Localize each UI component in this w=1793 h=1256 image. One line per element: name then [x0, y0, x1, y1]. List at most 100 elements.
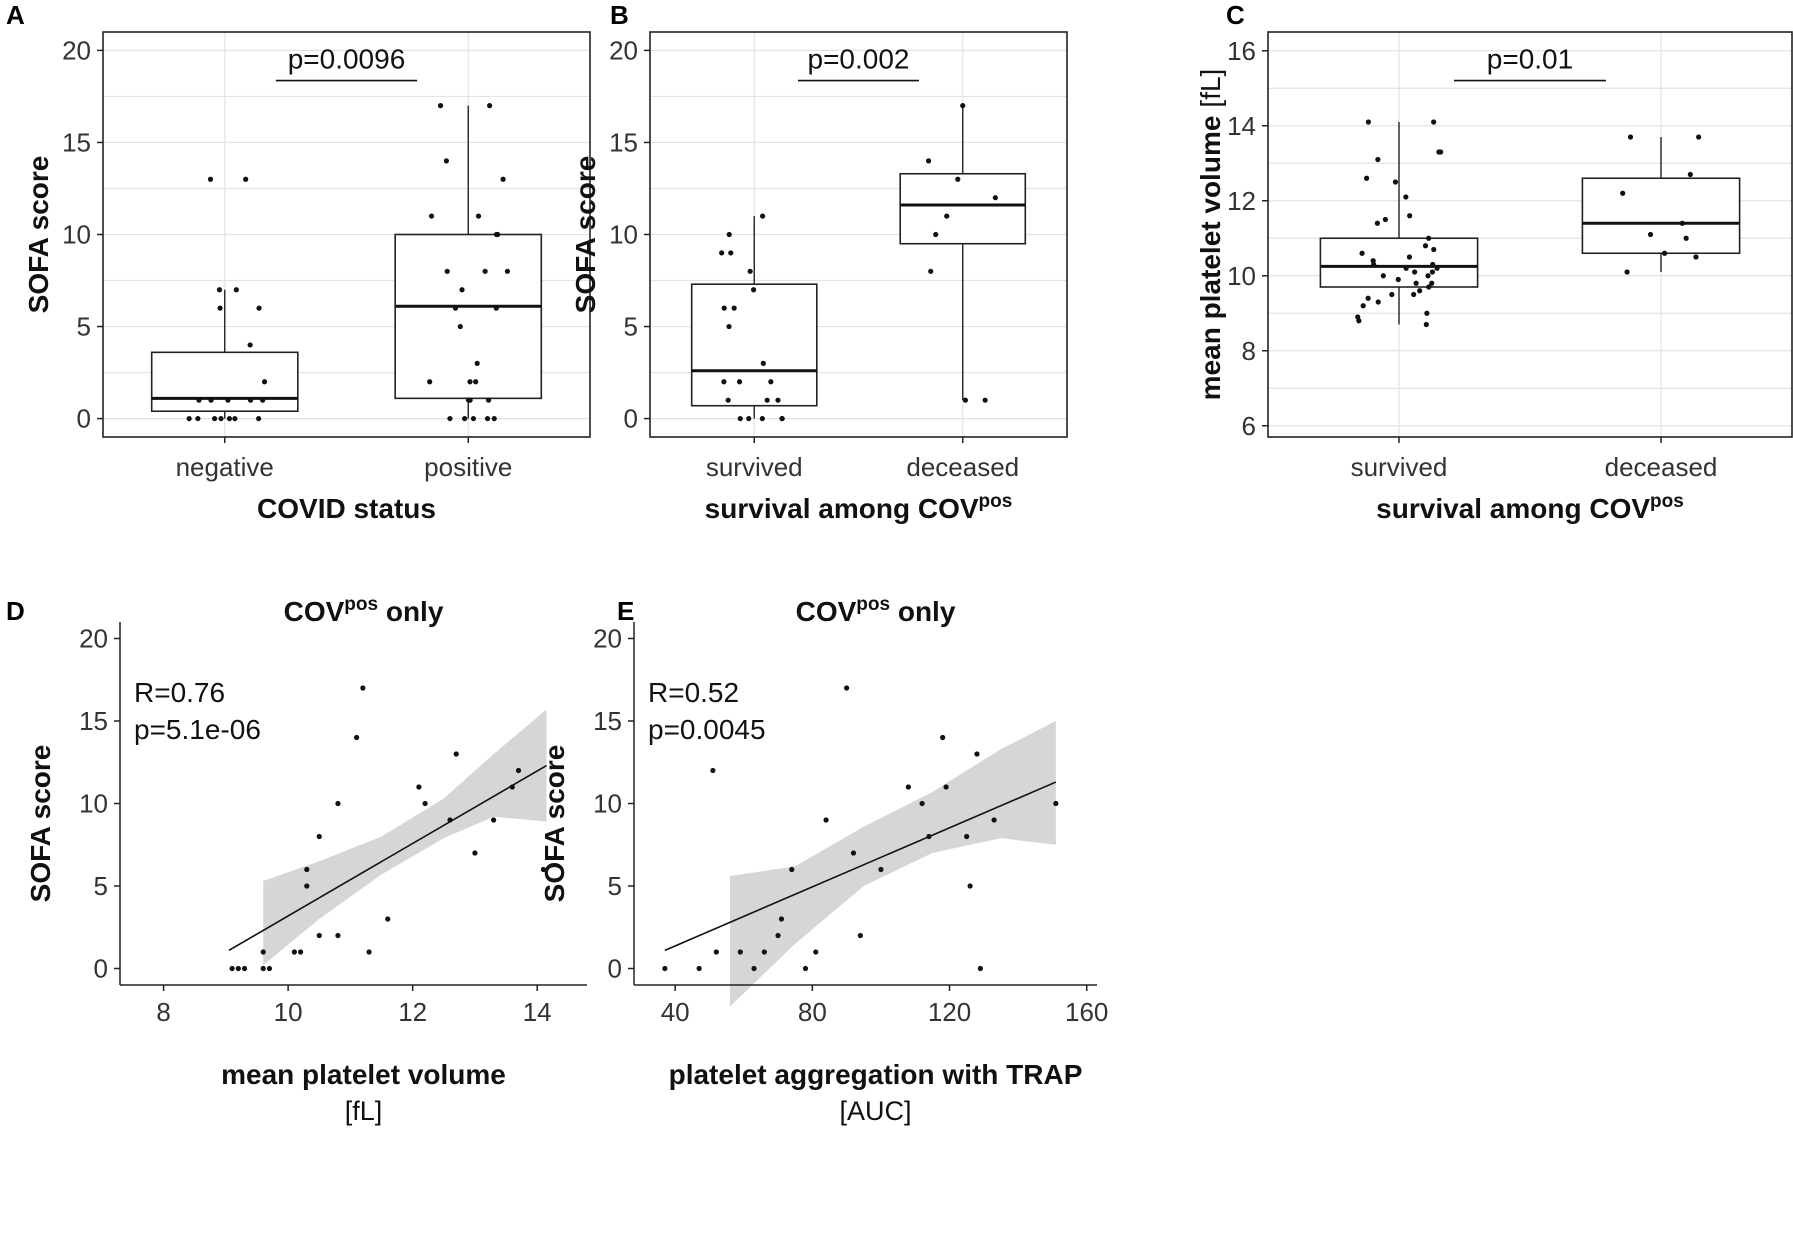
- data-point: [427, 379, 433, 385]
- y-tick-label: 10: [79, 789, 108, 819]
- data-point: [850, 850, 857, 856]
- data-point: [515, 767, 522, 774]
- confidence-band: [263, 709, 547, 966]
- y-axis-title: SOFA score: [23, 156, 54, 314]
- data-point: [207, 176, 214, 182]
- y-axis-title-unit: [fL]: [1195, 69, 1226, 108]
- data-point: [982, 397, 988, 403]
- data-point: [473, 379, 479, 385]
- plot-title-main: COV: [796, 596, 857, 627]
- data-point: [1425, 273, 1431, 279]
- data-point: [186, 415, 192, 422]
- data-point: [225, 397, 231, 403]
- x-axis-title: platelet aggregation with TRAP: [669, 1059, 1083, 1090]
- y-tick-label: 5: [624, 312, 638, 342]
- data-point: [297, 949, 304, 955]
- data-point: [710, 767, 716, 774]
- plot-title-sup: pos: [856, 594, 890, 615]
- data-point: [1647, 231, 1654, 238]
- plot-title: COVpos only: [796, 594, 956, 627]
- data-point: [778, 916, 785, 922]
- data-point: [940, 734, 946, 741]
- data-point: [260, 965, 266, 972]
- panel-letter-c: C: [1226, 0, 1245, 30]
- data-point: [737, 949, 743, 955]
- data-point: [1687, 171, 1693, 178]
- data-point: [1434, 265, 1440, 271]
- y-tick-label: 6: [1242, 411, 1256, 441]
- data-point: [453, 751, 459, 757]
- data-point: [1403, 265, 1409, 271]
- x-axis-title: survival among COVpos: [1376, 491, 1684, 524]
- data-point: [444, 268, 450, 274]
- data-point: [878, 866, 884, 873]
- data-point: [964, 833, 970, 840]
- data-point: [226, 415, 233, 422]
- regression-line: [228, 764, 547, 952]
- data-point: [462, 415, 468, 422]
- data-point: [316, 932, 322, 939]
- y-axis-title: mean platelet volume [fL]: [1195, 69, 1226, 401]
- p-value-label: p=0.01: [1487, 44, 1573, 75]
- data-point: [470, 415, 477, 422]
- plot-title-suffix: only: [890, 596, 956, 627]
- plot-title-sup: pos: [344, 594, 378, 615]
- data-point: [802, 965, 809, 972]
- data-point: [485, 397, 492, 403]
- data-point: [960, 103, 966, 109]
- x-tick-label: negative: [176, 452, 274, 482]
- data-point: [316, 833, 322, 840]
- data-point: [1355, 314, 1361, 320]
- data-point: [1411, 291, 1417, 298]
- data-point: [491, 415, 497, 422]
- p-value-label: p=0.0096: [288, 44, 406, 75]
- box-negative: [150, 351, 299, 413]
- data-point: [919, 800, 925, 807]
- data-point: [696, 965, 702, 972]
- data-point: [261, 379, 268, 385]
- y-tick-label: 0: [624, 404, 638, 434]
- data-point: [256, 415, 262, 422]
- data-point: [728, 250, 734, 256]
- data-point: [944, 213, 950, 219]
- x-tick-label: positive: [424, 452, 512, 482]
- y-tick-label: 20: [62, 35, 91, 65]
- data-point: [504, 268, 511, 274]
- data-point: [747, 268, 753, 274]
- data-point: [1389, 291, 1395, 298]
- data-point: [751, 965, 757, 972]
- y-axis-title-main: SOFA score: [23, 156, 54, 314]
- data-point: [256, 305, 262, 311]
- data-point: [943, 784, 949, 790]
- data-point: [335, 800, 341, 807]
- data-point: [457, 323, 463, 330]
- x-tick-label: 120: [928, 997, 971, 1027]
- y-tick-label: 15: [593, 706, 622, 736]
- x-axis-unit: [AUC]: [839, 1096, 911, 1126]
- data-point: [500, 176, 506, 182]
- data-point: [1392, 179, 1399, 185]
- data-point: [354, 734, 360, 741]
- x-tick-label: survived: [1351, 452, 1448, 482]
- data-point: [1423, 321, 1429, 328]
- y-axis-title-main: SOFA score: [570, 156, 601, 314]
- data-point: [750, 287, 757, 293]
- data-point: [1683, 235, 1689, 241]
- data-point: [721, 379, 727, 385]
- panel-d: D 0 5 10 15 20 8 10 12 14 R=0.76 p=5.1e-06 COVpos on…: [6, 594, 587, 1126]
- data-point: [925, 158, 932, 164]
- data-point: [760, 213, 766, 219]
- data-point: [443, 158, 450, 164]
- data-point: [247, 342, 253, 348]
- x-tick-label: deceased: [906, 452, 1019, 482]
- data-point: [713, 949, 719, 955]
- panel-letter-a: A: [6, 0, 25, 30]
- data-point: [764, 397, 770, 403]
- data-point: [1370, 258, 1376, 264]
- panel-e: E 0 5 10 15 20 40 80 120 160 R=0.52 p=0.0045 COVpos …: [539, 594, 1108, 1126]
- y-tick-label: 5: [94, 871, 108, 901]
- data-point: [475, 213, 482, 219]
- data-point: [1431, 119, 1437, 125]
- p-value-label: p=0.002: [808, 44, 910, 75]
- data-point: [416, 784, 422, 790]
